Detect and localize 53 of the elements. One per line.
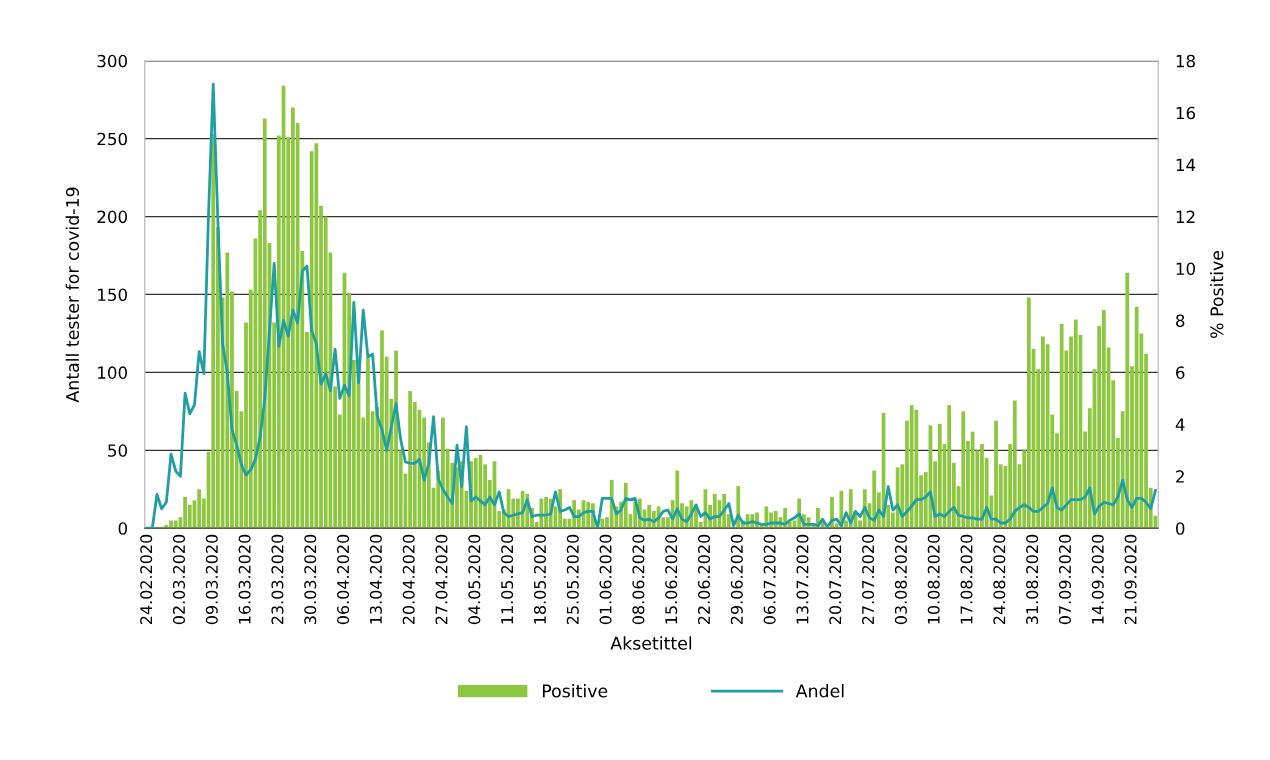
legend-label: Positive bbox=[542, 684, 608, 698]
x-tick-label: 24.02.2020 bbox=[140, 534, 153, 625]
x-tick-label: 22.06.2020 bbox=[697, 534, 711, 625]
x-tick-label: 23.03.2020 bbox=[271, 534, 284, 625]
x-tick-label: 15.06.2020 bbox=[665, 534, 678, 624]
y2-tick-label: 10 bbox=[1176, 262, 1196, 276]
x-tick-label: 21.09.2020 bbox=[1124, 534, 1137, 625]
x-tick-label: 25.05.2020 bbox=[566, 534, 579, 625]
x-tick-label: 11.05.2020 bbox=[501, 534, 514, 624]
y2-tick-label: 12 bbox=[1176, 210, 1195, 223]
legend-label: Andel bbox=[795, 684, 844, 698]
y2-tick-label: 8 bbox=[1176, 314, 1185, 328]
x-tick-label: 17.08.2020 bbox=[960, 534, 973, 624]
x-tick-label: 27.07.2020 bbox=[862, 534, 875, 625]
x-tick-label: 09.03.2020 bbox=[205, 534, 218, 625]
y2-tick-label: 4 bbox=[1175, 418, 1185, 431]
x-tick-label: 13.04.2020 bbox=[369, 534, 382, 624]
y-tick-label: 0 bbox=[118, 522, 128, 535]
x-tick-label: 16.03.2020 bbox=[238, 534, 251, 624]
x-tick-label: 03.08.2020 bbox=[894, 534, 907, 625]
y-tick-label: 100 bbox=[98, 366, 128, 379]
y2-tick-label: 6 bbox=[1176, 366, 1185, 379]
y2-tick-label: 16 bbox=[1176, 106, 1196, 120]
x-tick-label: 02.03.2020 bbox=[172, 534, 186, 625]
x-tick-label: 07.09.2020 bbox=[1058, 534, 1071, 625]
x-tick-label: 14.09.2020 bbox=[1091, 534, 1104, 624]
y2-tick-label: 0 bbox=[1176, 522, 1185, 535]
x-tick-label: 06.04.2020 bbox=[337, 534, 350, 625]
y2-axis-title: % Positive bbox=[1210, 250, 1224, 339]
x-tick-label: 24.08.2020 bbox=[993, 534, 1006, 625]
x-tick-label: 13.07.2020 bbox=[796, 534, 809, 624]
x-tick-label: 08.06.2020 bbox=[632, 534, 645, 625]
y-tick-label: 250 bbox=[97, 132, 128, 146]
x-tick-label: 31.08.2020 bbox=[1026, 534, 1039, 624]
x-tick-label: 04.05.2020 bbox=[468, 534, 481, 625]
y2-tick-label: 2 bbox=[1176, 470, 1184, 483]
y2-tick-label: 14 bbox=[1176, 158, 1196, 171]
x-tick-label: 18.05.2020 bbox=[533, 534, 546, 624]
x-tick-label: 06.07.2020 bbox=[763, 534, 776, 625]
y2-tick-label: 18 bbox=[1176, 54, 1195, 68]
x-tick-label: 01.06.2020 bbox=[599, 534, 612, 625]
x-tick-label: 27.04.2020 bbox=[435, 534, 448, 625]
y-axis-title: Antall tester for covid-19 bbox=[65, 187, 80, 403]
y-tick-label: 50 bbox=[108, 444, 128, 457]
x-tick-label: 20.04.2020 bbox=[402, 534, 415, 625]
y-tick-label: 300 bbox=[97, 54, 128, 68]
x-axis-title: Aksetittel bbox=[610, 636, 692, 650]
x-tick-label: 10.08.2020 bbox=[927, 534, 940, 624]
y-tick-label: 200 bbox=[97, 210, 128, 224]
x-tick-label: 20.07.2020 bbox=[829, 534, 842, 625]
x-tick-label: 29.06.2020 bbox=[730, 534, 743, 625]
y-tick-label: 150 bbox=[98, 288, 128, 302]
x-tick-label: 30.03.2020 bbox=[304, 534, 317, 624]
